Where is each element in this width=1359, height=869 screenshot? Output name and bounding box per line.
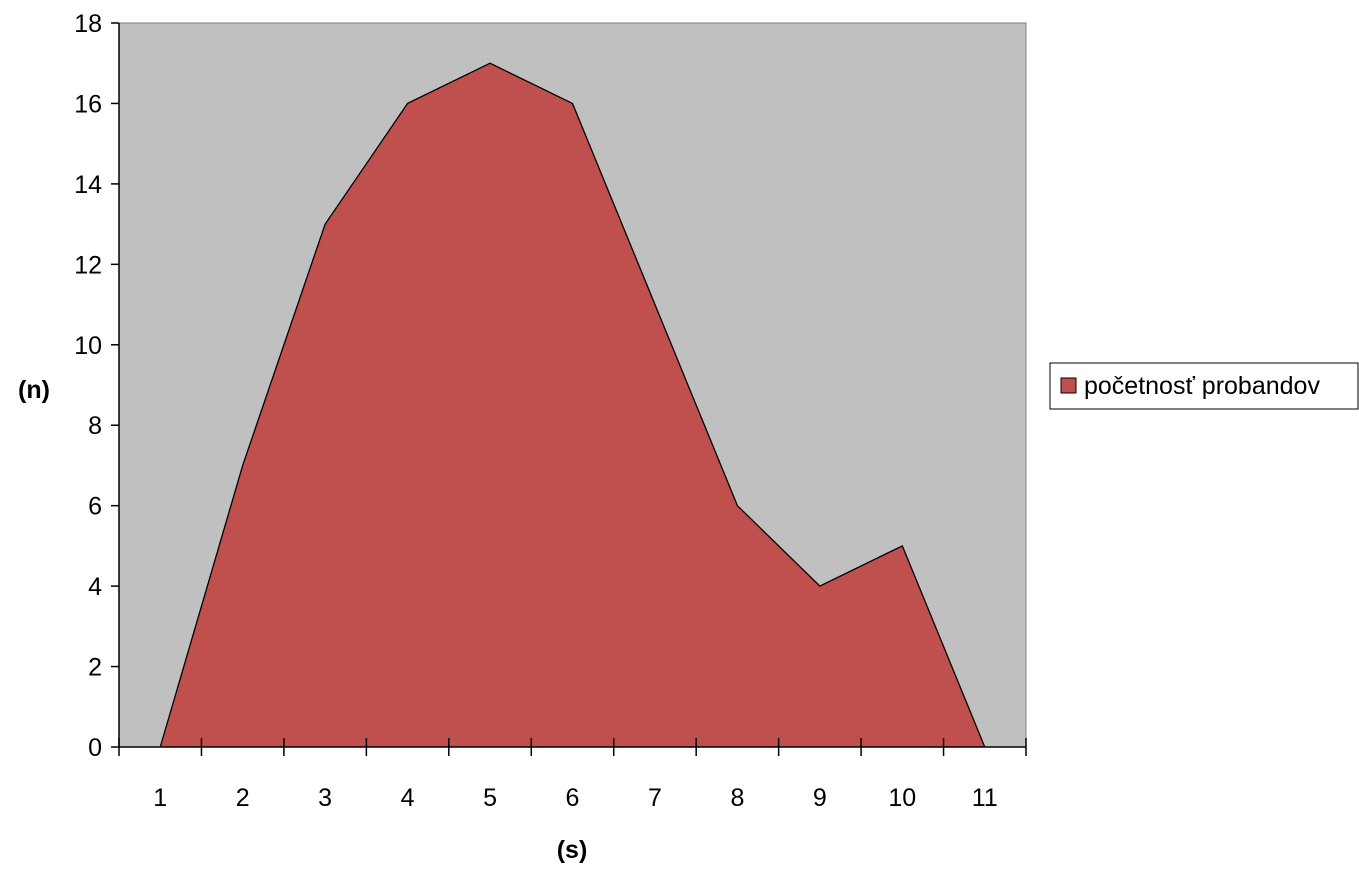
y-tick-label: 8 [88,412,102,440]
area-series-outline [159,62,986,748]
y-tick-label: 18 [74,10,102,38]
x-tick-label: 3 [318,784,332,812]
y-axis-title: (n) [18,376,50,404]
y-tick-label: 12 [74,251,102,279]
x-tick-label: 8 [730,784,744,812]
x-tick-label: 6 [566,784,580,812]
x-tick-label: 7 [648,784,662,812]
legend-box [1049,362,1359,410]
x-tick-label: 11 [972,784,998,812]
x-tick-label: 10 [888,784,916,812]
x-tick-label: 9 [813,784,827,812]
legend-swatch [1060,377,1077,394]
y-tick-label: 16 [74,90,102,118]
x-tick-label: 4 [401,784,415,812]
y-tick-label: 6 [88,493,102,521]
y-tick-label: 2 [88,654,102,682]
x-tick-label: 2 [236,784,250,812]
area-layer [159,62,986,748]
x-axis-ticks: 1 2 3 4 5 6 7 8 9 10 11 [118,738,1027,812]
y-tick-label: 4 [88,573,102,601]
x-tick-label: 1 [153,784,167,812]
legend: početnosť probandov [1049,362,1359,410]
area-series-fill [160,63,985,747]
x-axis-title: (s) [557,836,588,864]
y-tick-label: 0 [88,734,102,762]
axes [118,23,1026,748]
legend-label: početnosť probandov [1084,372,1320,400]
y-axis-ticks: 0 2 4 6 8 10 12 14 16 18 [74,10,119,762]
y-tick-label: 10 [74,332,102,360]
y-tick-label: 14 [74,171,102,199]
x-tick-label: 5 [483,784,497,812]
